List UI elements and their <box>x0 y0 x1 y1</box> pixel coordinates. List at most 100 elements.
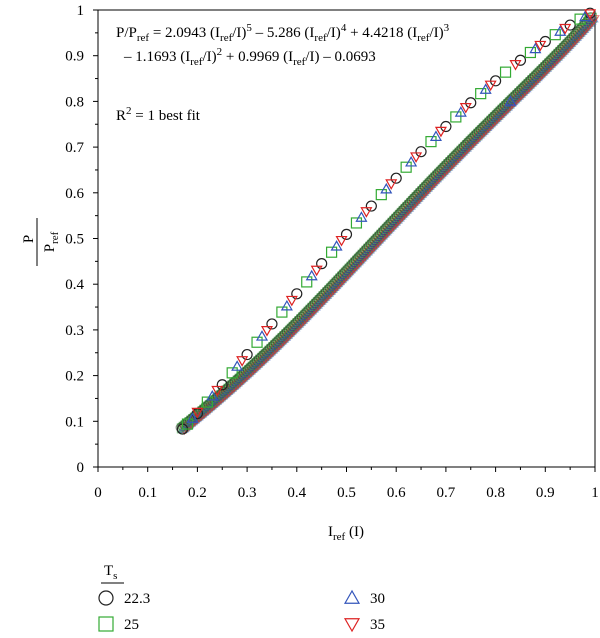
x-tick-label: 0.2 <box>188 485 207 501</box>
data-point-triangle-up <box>429 130 442 141</box>
data-point-square <box>201 396 213 408</box>
y-axis: 0 0.1 0.2 0.3 0.4 0.5 0.6 0.7 0.8 0.9 1 <box>65 3 98 476</box>
data-point-square <box>325 246 338 258</box>
legend-label: 22.3 <box>124 591 150 607</box>
y-tick-label: 0 <box>77 460 85 476</box>
data-point-triangle-up <box>206 389 219 401</box>
y-tick-label: 1 <box>77 3 85 19</box>
data-point-square <box>226 367 238 379</box>
data-point-triangle-up <box>231 360 244 371</box>
x-tick-label: 0.1 <box>138 485 157 501</box>
data-point-triangle-up <box>554 25 567 36</box>
data-point-circle <box>216 379 228 391</box>
x-tick-label: 0.8 <box>486 485 505 501</box>
data-point-triangle-down <box>385 179 398 190</box>
data-point-triangle-down <box>191 407 204 419</box>
y-tick-label: 0.6 <box>65 186 84 202</box>
data-point-triangle-down <box>559 23 572 35</box>
y-label-numerator: P <box>21 235 37 243</box>
y-tick-label: 0.5 <box>65 232 84 248</box>
x-tick-label: 0.5 <box>337 485 356 501</box>
x-tick-label: 0.4 <box>287 485 306 501</box>
data-point-square <box>425 136 437 148</box>
data-point-circle <box>390 172 402 184</box>
data-point-circle <box>291 288 303 300</box>
data-point-triangle-down <box>434 126 447 138</box>
data-point-triangle-down <box>310 265 323 277</box>
x-tick-label: 0 <box>94 485 102 501</box>
y-tick-label: 0.1 <box>65 414 84 430</box>
x-axis-label: Iref (I) <box>328 524 364 543</box>
legend-items: 22.3 25 30 35 <box>98 589 385 633</box>
data-point-triangle-down <box>534 40 547 52</box>
legend: Ts 22.3 25 30 35 <box>98 563 385 633</box>
legend-label: 25 <box>124 617 139 633</box>
data-point-triangle-down <box>360 207 373 218</box>
data-point-square <box>375 189 387 201</box>
x-axis: 0 0.1 0.2 0.3 0.4 0.5 0.6 0.7 0.8 0.9 1 <box>94 467 599 501</box>
data-point-triangle-up <box>355 211 368 222</box>
data-point-triangle-down <box>410 152 423 163</box>
data-point-circle <box>241 348 253 361</box>
y-axis-label: P Pref <box>21 218 61 266</box>
data-point-circle <box>415 146 427 158</box>
data-point-square <box>574 13 586 25</box>
x-tick-label: 0.7 <box>437 485 456 501</box>
data-point-triangle-down <box>236 356 249 367</box>
data-point-circle <box>465 97 477 109</box>
data-point-triangle-down <box>484 80 497 92</box>
x-tick-label: 0.6 <box>387 485 406 501</box>
x-tick-label: 1 <box>591 485 599 501</box>
data-point-circle <box>266 318 278 330</box>
data-point-triangle-down <box>335 235 348 247</box>
data-point-triangle-up <box>479 83 492 94</box>
legend-marker-triangle-up <box>343 589 361 604</box>
data-point-circle <box>340 228 353 240</box>
data-point-triangle-up <box>255 330 269 341</box>
data-point-circle <box>316 258 328 270</box>
data-point-square <box>499 66 512 78</box>
legend-title: Ts <box>104 563 117 582</box>
r-squared-text: R2 = 1 best fit <box>116 105 201 124</box>
y-tick-label: 0.7 <box>65 140 84 156</box>
data-point-triangle-down <box>509 60 522 71</box>
y-tick-label: 0.8 <box>65 94 84 110</box>
x-tick-label: 0.3 <box>238 485 257 501</box>
data-point-triangle-up <box>529 42 542 54</box>
plot-area <box>97 9 596 468</box>
data-point-square <box>450 111 462 123</box>
data-point-triangle-up <box>405 155 418 167</box>
data-point-triangle-down <box>260 326 274 337</box>
data-point-triangle-up <box>305 269 318 281</box>
y-tick-label: 0.2 <box>65 369 84 385</box>
legend-label: 30 <box>370 591 385 607</box>
y-tick-label: 0.4 <box>65 277 84 293</box>
data-point-circle <box>365 200 377 212</box>
legend-marker-triangle-down <box>343 618 361 633</box>
data-point-triangle-up <box>454 106 467 117</box>
legend-marker-square <box>98 616 114 632</box>
equation-line-1: P/Pref = 2.0943 (Iref/I)5 – 5.286 (Iref/… <box>116 22 450 44</box>
data-marks <box>175 7 600 436</box>
data-point-square <box>400 161 412 173</box>
data-point-square <box>181 418 194 430</box>
y-tick-label: 0.3 <box>65 323 84 339</box>
data-point-triangle-up <box>186 412 199 423</box>
data-point-square <box>251 336 263 348</box>
legend-label: 35 <box>370 617 385 633</box>
data-point-circle <box>440 120 452 133</box>
data-point-triangle-down <box>583 9 597 20</box>
data-point-triangle-down <box>459 102 472 114</box>
y-label-denominator: Pref <box>42 231 61 252</box>
y-tick-label: 0.9 <box>65 49 84 65</box>
equation-line-2: – 1.1693 (Iref/I)2 + 0.9969 (Iref/I) – 0… <box>123 46 376 68</box>
x-tick-label: 0.9 <box>536 485 555 501</box>
data-point-square <box>301 276 313 288</box>
data-point-triangle-down <box>285 295 298 307</box>
data-point-square <box>350 217 363 229</box>
data-point-triangle-up <box>579 10 592 22</box>
legend-marker-circle <box>98 590 114 606</box>
data-point-triangle-up <box>380 182 393 194</box>
data-point-triangle-up <box>504 95 517 106</box>
